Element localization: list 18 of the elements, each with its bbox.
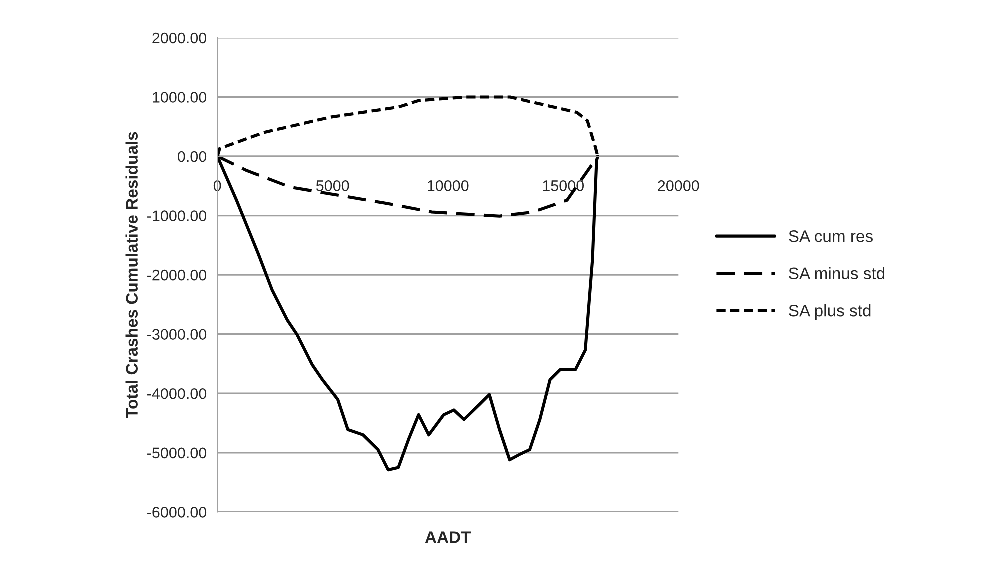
x-tick-label: 20000 xyxy=(658,180,700,192)
y-tick-label: -1000.00 xyxy=(148,210,207,222)
y-tick-label: -5000.00 xyxy=(148,448,207,459)
x-axis-title: AADT xyxy=(425,532,472,544)
x-tick-label: 10000 xyxy=(428,180,469,192)
y-tick-label: -4000.00 xyxy=(148,388,207,400)
y-tick-label: 2000.00 xyxy=(152,32,207,44)
y-axis-title: Total Crashes Cumulative Residuals xyxy=(126,132,138,418)
legend-label: SA cum res xyxy=(789,230,873,242)
y-tick-label: -2000.00 xyxy=(148,270,207,281)
legend-label: SA plus std xyxy=(789,304,871,320)
y-tick-label: 1000.00 xyxy=(153,92,207,103)
y-tick-label: 0.00 xyxy=(178,151,207,162)
y-tick-label: -3000.00 xyxy=(148,329,207,340)
y-tick-label: -6000.00 xyxy=(148,507,207,518)
legend-label: SA minus std xyxy=(789,267,885,280)
x-tick-label: 5000 xyxy=(316,180,350,192)
x-tick-label: 15000 xyxy=(543,180,584,192)
